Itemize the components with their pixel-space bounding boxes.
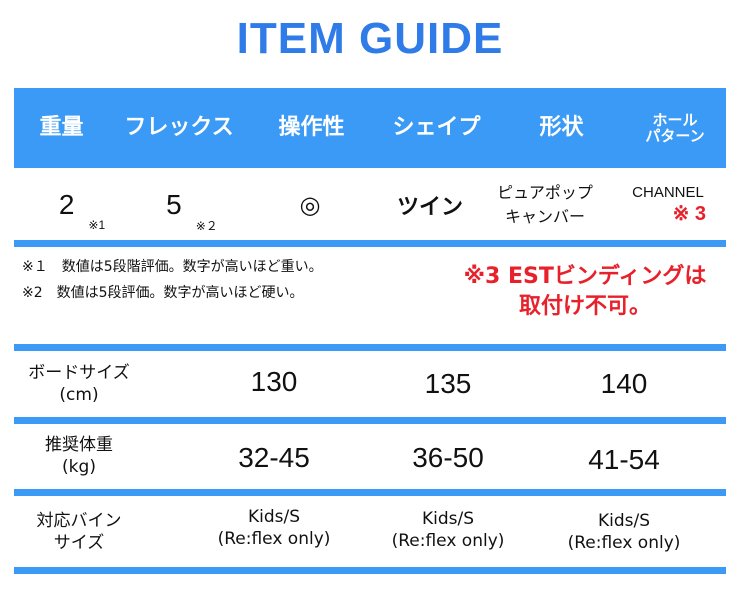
footnote-2: ※2 数値は5段評価。数字が高いほど硬い。	[22, 285, 304, 301]
value-line: (Re:flex only)	[391, 531, 505, 552]
spec-control: ◎	[299, 191, 321, 219]
spec-flex: 5 ※２	[130, 170, 240, 240]
divider	[14, 417, 726, 424]
binding-size-130: Kids/S (Re:flex only)	[184, 506, 364, 550]
label-line: (kg)	[62, 457, 96, 478]
board-size-135: 135	[424, 368, 472, 399]
value-line: (Re:flex only)	[217, 529, 331, 550]
spec-header: 重量 フレックス 操作性 シェイプ 形状 ホール パターン	[14, 88, 726, 168]
warning-line1: ※3 ESTビンディングは	[463, 264, 707, 289]
value-line: (Re:flex only)	[567, 533, 681, 554]
spec-shape: ツイン	[396, 195, 463, 220]
page-title: ITEM GUIDE	[236, 14, 504, 63]
row-label-weight: 推奨体重 (kg)	[14, 434, 144, 478]
row-label-binding-size: 対応バイン サイズ	[14, 510, 144, 554]
row-label-board-size: ボードサイズ (cm)	[14, 362, 144, 406]
header-hole-pattern: ホール パターン	[645, 110, 705, 145]
label-line: (cm)	[59, 385, 99, 406]
board-size-140: 140	[600, 368, 648, 399]
header-flex: フレックス	[124, 114, 234, 140]
divider	[14, 489, 726, 496]
spec-profile: ピュアポップ キャンバー	[480, 170, 610, 240]
binding-warning: ※3 ESTビンディングは 取付け不可。	[440, 262, 730, 322]
binding-size-140: Kids/S (Re:flex only)	[534, 510, 714, 554]
weight-range-130: 32-45	[238, 442, 310, 473]
spec-hole: CHANNEL ※ 3	[612, 170, 724, 240]
divider	[14, 240, 726, 247]
warning-line2: 取付け不可。	[518, 294, 651, 319]
weight-note: ※1	[88, 218, 106, 232]
value-line: Kids/S	[597, 511, 651, 531]
label-line: サイズ	[53, 533, 105, 554]
header-control: 操作性	[278, 114, 345, 140]
flex-value: 5	[166, 189, 182, 220]
header-shape: シェイプ	[392, 114, 481, 140]
profile-line1: ピュアポップ	[497, 183, 593, 202]
hole-note: ※ 3	[672, 203, 706, 225]
footnote-1: ※１ 数値は5段階評価。数字が高いほど重い。	[22, 259, 323, 275]
value-line: Kids/S	[247, 507, 301, 527]
header-profile: 形状	[539, 114, 584, 140]
divider	[14, 344, 726, 351]
flex-note: ※２	[195, 218, 218, 233]
spec-weight: 2 ※1	[30, 170, 120, 240]
label-line: 対応バイン	[36, 511, 122, 531]
label-line: ボードサイズ	[28, 363, 130, 383]
weight-value: 2	[58, 189, 75, 220]
binding-size-135: Kids/S (Re:flex only)	[358, 508, 538, 552]
profile-line2: キャンバー	[504, 207, 585, 226]
header-weight: 重量	[39, 114, 84, 140]
label-line: 推奨体重	[45, 435, 113, 455]
board-size-130: 130	[250, 366, 298, 397]
footnotes: ※１ 数値は5段階評価。数字が高いほど重い。 ※2 数値は5段評価。数字が高いほ…	[22, 254, 323, 306]
weight-range-135: 36-50	[412, 442, 484, 473]
hole-value: CHANNEL	[632, 184, 704, 201]
value-line: Kids/S	[421, 509, 475, 529]
weight-range-140: 41-54	[588, 444, 660, 475]
divider	[14, 567, 726, 574]
